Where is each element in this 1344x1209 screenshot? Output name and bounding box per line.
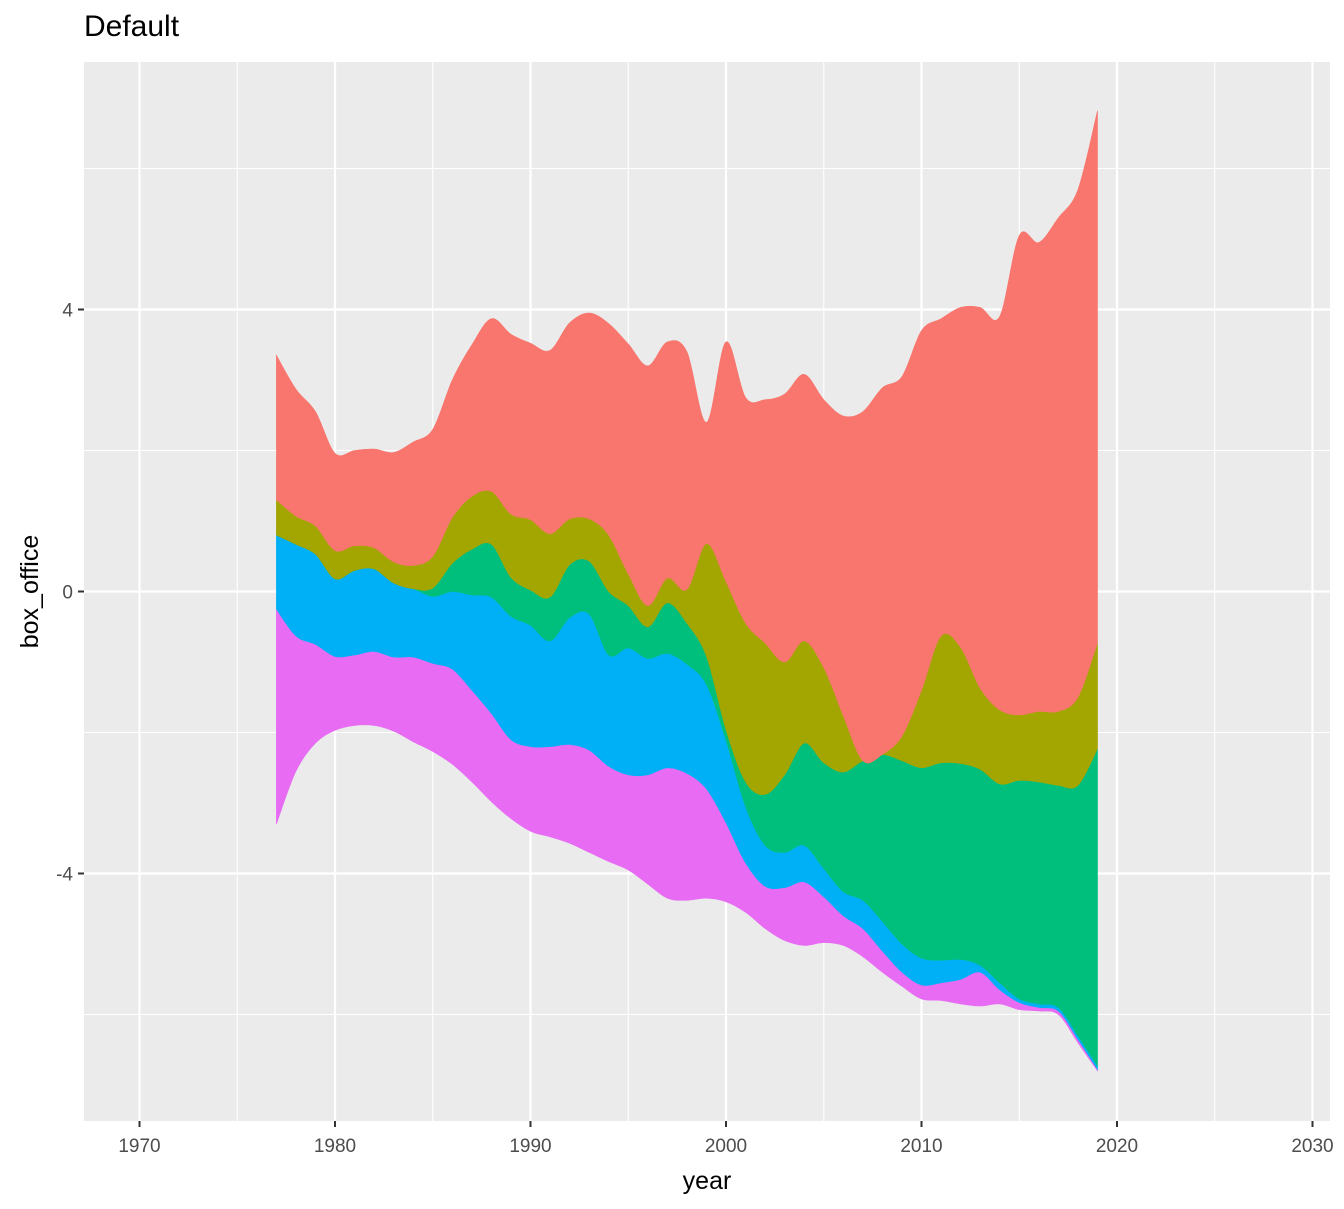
x-tick-label: 1990: [509, 1136, 551, 1157]
x-tick-label: 2010: [900, 1136, 942, 1157]
stream-areas: [276, 110, 1098, 1072]
y-tick-label: -4: [56, 865, 73, 886]
y-axis-title: box_office: [16, 535, 44, 649]
y-axis-ticks: 4 0 -4: [56, 301, 84, 886]
y-tick-label: 4: [62, 301, 73, 322]
x-tick-label: 2020: [1096, 1136, 1138, 1157]
x-tick-label: 2000: [705, 1136, 747, 1157]
chart-title: Default: [84, 10, 180, 43]
x-axis-title: year: [683, 1167, 732, 1195]
stream-area-5: [276, 110, 1098, 764]
y-tick-label: 0: [62, 583, 73, 604]
x-tick-label: 1970: [118, 1136, 160, 1157]
x-axis-ticks: 1970 1980 1990 2000 2010 2020 2030: [118, 1121, 1334, 1157]
x-tick-label: 2030: [1291, 1136, 1333, 1157]
x-tick-label: 1980: [314, 1136, 356, 1157]
